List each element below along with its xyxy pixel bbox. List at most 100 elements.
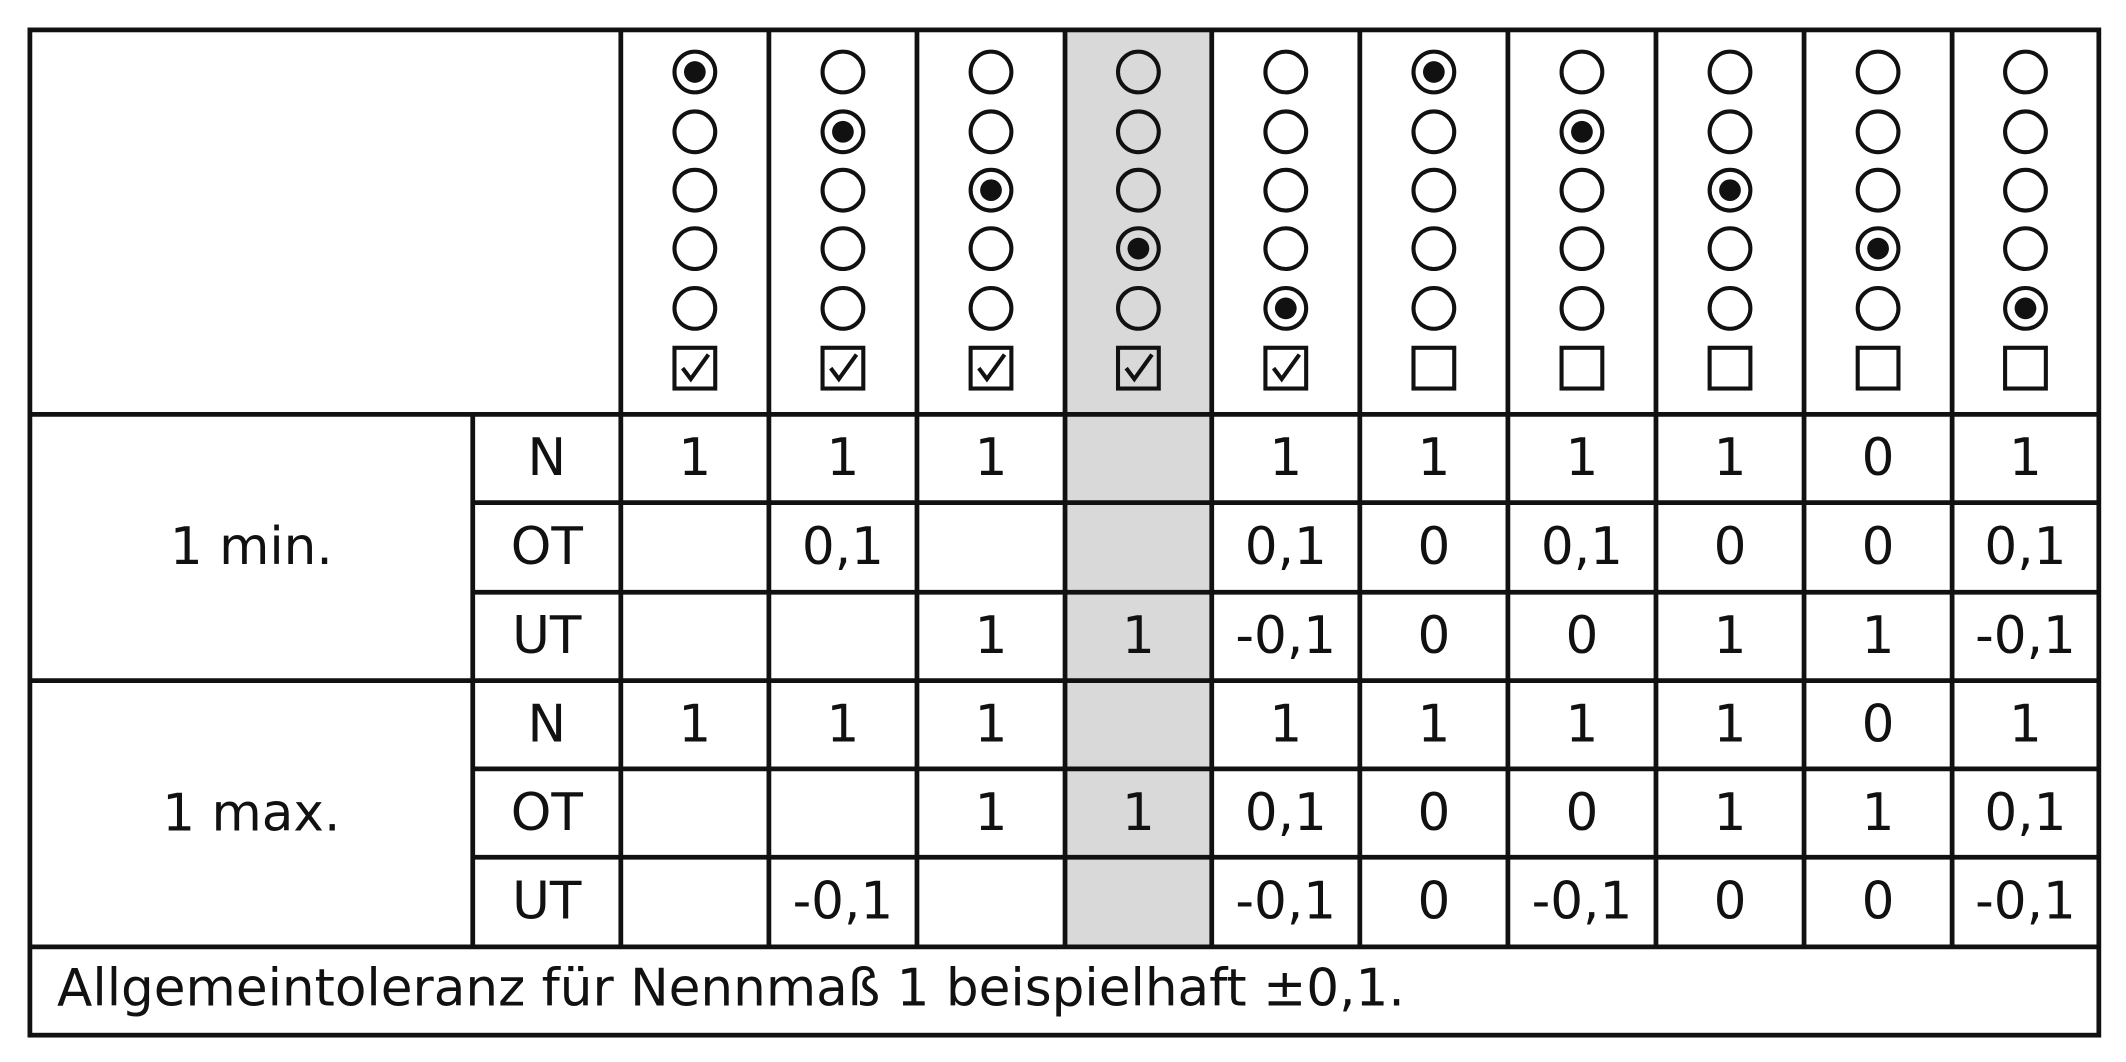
radio-button	[1411, 49, 1457, 95]
radio-dot	[683, 61, 706, 83]
radio-button	[2003, 109, 2048, 155]
cell-value: 0	[1862, 872, 1895, 932]
cell-value: 1	[678, 694, 711, 754]
radio-button	[2003, 49, 2048, 95]
cell-value: -0,1	[1975, 872, 2076, 932]
radio-dot	[1571, 120, 1593, 143]
radio-button	[820, 109, 866, 155]
cell-value: 0	[1862, 517, 1895, 577]
cell-value: 0	[1566, 783, 1599, 843]
radio-button	[820, 226, 866, 272]
radio-button	[1115, 285, 1161, 331]
checkbox	[1115, 345, 1161, 391]
radio-button	[1855, 285, 1901, 331]
checkmark	[1124, 353, 1154, 383]
cell-value: 0	[1417, 517, 1450, 577]
checkbox	[1855, 345, 1901, 391]
cell-value: 1	[1417, 428, 1450, 488]
radio-button	[1707, 167, 1753, 213]
radio-dot	[1274, 297, 1297, 320]
cell-value: 1	[1269, 428, 1302, 488]
cell-value: 1	[2009, 694, 2042, 754]
row-label: UT	[512, 606, 582, 666]
radio-dot	[1127, 237, 1150, 260]
checkbox	[1707, 345, 1753, 391]
radio-button	[1855, 109, 1901, 155]
cell-value: -0,1	[1235, 606, 1336, 666]
cell-value: -0,1	[1532, 872, 1633, 932]
cell-value: 0,1	[802, 517, 884, 577]
checkbox	[820, 345, 866, 391]
cell-value: 0,1	[1541, 517, 1623, 577]
radio-dot	[2014, 297, 2037, 320]
radio-button	[2003, 285, 2048, 331]
radio-button	[1559, 167, 1605, 213]
radio-dot	[1422, 61, 1445, 83]
checkmark	[680, 353, 711, 383]
radio-button	[2003, 167, 2048, 213]
cell-value: 1	[1862, 606, 1895, 666]
radio-button	[1707, 109, 1753, 155]
cell-value: 0	[1417, 872, 1450, 932]
radio-dot	[980, 179, 1002, 202]
cell-value: 0	[1862, 428, 1895, 488]
checkmark	[977, 353, 1007, 383]
radio-button	[1559, 285, 1605, 331]
checkmark	[829, 353, 859, 383]
radio-button	[1559, 49, 1605, 95]
radio-button	[1707, 49, 1753, 95]
cell-value: 1	[827, 428, 860, 488]
radio-button	[1115, 109, 1161, 155]
radio-button	[1263, 109, 1309, 155]
cell-value: 1	[2009, 428, 2042, 488]
radio-button	[1411, 285, 1457, 331]
cell-value: 1	[1566, 694, 1599, 754]
radio-button	[1263, 285, 1309, 331]
radio-dot	[1867, 237, 1889, 260]
radio-button	[968, 167, 1014, 213]
radio-button	[1559, 226, 1605, 272]
radio-button	[1855, 49, 1901, 95]
cell-value: 0	[1714, 517, 1747, 577]
radio-dot	[1719, 179, 1741, 202]
radio-button	[1115, 226, 1161, 272]
radio-button	[1411, 109, 1457, 155]
cell-value: 0	[1714, 872, 1747, 932]
radio-button	[672, 285, 718, 331]
cell-value: -0,1	[1975, 606, 2076, 666]
checkbox	[672, 345, 718, 391]
group-label: 1 max.	[162, 783, 340, 843]
radio-button	[1707, 226, 1753, 272]
checkmark	[1271, 353, 1302, 383]
radio-button	[672, 109, 718, 155]
cell-value: 0	[1417, 783, 1450, 843]
radio-button	[968, 109, 1014, 155]
checkbox	[2003, 345, 2048, 391]
cell-value: 1	[1714, 783, 1747, 843]
cell-value: 0	[1417, 606, 1450, 666]
cell-value: 0,1	[1245, 783, 1327, 843]
radio-button	[672, 167, 718, 213]
cell-value: 1	[1714, 606, 1747, 666]
highlight-column	[1065, 29, 1212, 947]
radio-button	[968, 49, 1014, 95]
footer-note: Allgemeintoleranz für Nennmaß 1 beispiel…	[57, 959, 1405, 1019]
radio-button	[1855, 226, 1901, 272]
radio-button	[1263, 226, 1309, 272]
radio-button	[1263, 167, 1309, 213]
checkbox	[1559, 345, 1605, 391]
cell-value: -0,1	[793, 872, 894, 932]
cell-value: 1	[1269, 694, 1302, 754]
radio-button	[2003, 226, 2048, 272]
cell-value: -0,1	[1235, 872, 1336, 932]
radio-button	[1411, 167, 1457, 213]
checkbox	[1411, 345, 1457, 391]
radio-button	[1263, 49, 1309, 95]
cell-value: 1	[975, 428, 1008, 488]
row-label: N	[527, 694, 566, 754]
radio-button	[1707, 285, 1753, 331]
radio-button	[820, 49, 866, 95]
cell-value: 1	[827, 694, 860, 754]
cell-value: 0,1	[1984, 517, 2066, 577]
cell-value: 1	[975, 783, 1008, 843]
